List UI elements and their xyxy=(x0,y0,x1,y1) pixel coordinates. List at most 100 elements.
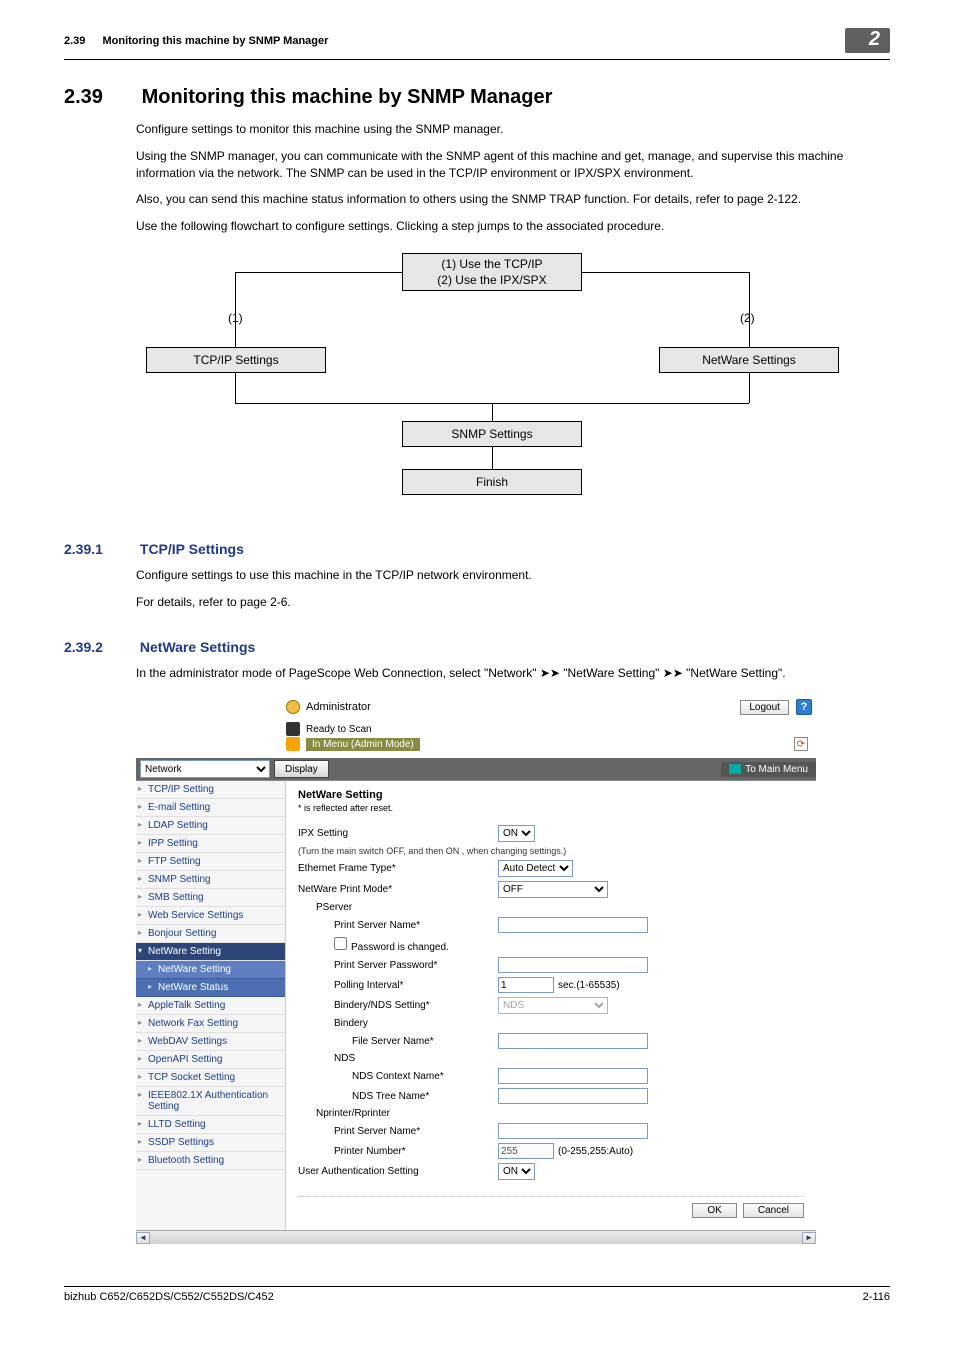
ok-button[interactable]: OK xyxy=(692,1203,736,1218)
poll-input[interactable] xyxy=(498,977,554,993)
psn2-input[interactable] xyxy=(498,1123,648,1139)
footer-model: bizhub C652/C652DS/C552/C552DS/C452 xyxy=(64,1291,274,1303)
uauth-select[interactable]: ON xyxy=(498,1163,535,1180)
flow-box-snmp-label: SNMP Settings xyxy=(451,426,532,442)
ipx-label: IPX Setting xyxy=(298,828,498,839)
subsection-2-number: 2.39.2 xyxy=(64,639,136,655)
subsection-1-heading: 2.39.1 TCP/IP Settings xyxy=(64,541,890,557)
sidebar-item-lltd[interactable]: LLTD Setting xyxy=(136,1116,285,1134)
scroll-right-arrow-icon[interactable]: ► xyxy=(802,1232,816,1244)
sidebar-item-snmp[interactable]: SNMP Setting xyxy=(136,871,285,889)
scroll-left-arrow-icon[interactable]: ◄ xyxy=(136,1232,150,1244)
section-body: Configure settings to monitor this machi… xyxy=(136,121,890,235)
sidebar-item-ssdp[interactable]: SSDP Settings xyxy=(136,1134,285,1152)
sidebar-item-ldap[interactable]: LDAP Setting xyxy=(136,817,285,835)
ndsctx-label: NDS Context Name* xyxy=(298,1071,498,1082)
subsection-1-body: Configure settings to use this machine i… xyxy=(136,567,890,611)
category-select[interactable]: Network xyxy=(140,760,270,778)
horizontal-scrollbar[interactable]: ◄ ► xyxy=(136,1230,816,1244)
sidebar-item-8021x[interactable]: IEEE802.1X Authentication Setting xyxy=(136,1087,285,1116)
flow-box-tcpip-label: TCP/IP Settings xyxy=(193,352,278,368)
ipx-select[interactable]: ON xyxy=(498,825,535,842)
ipx-hint: (Turn the main switch OFF, and then ON ,… xyxy=(298,846,804,856)
header-rule xyxy=(64,59,890,60)
header-section-number: 2.39 xyxy=(64,35,85,47)
flow-connector xyxy=(492,447,493,469)
sidebar-item-webservice[interactable]: Web Service Settings xyxy=(136,907,285,925)
status-ready-text: Ready to Scan xyxy=(306,724,372,735)
sidebar-item-bluetooth[interactable]: Bluetooth Setting xyxy=(136,1152,285,1170)
psn2-label: Print Server Name* xyxy=(298,1126,498,1137)
sidebar-item-email[interactable]: E-mail Setting xyxy=(136,799,285,817)
page-footer: bizhub C652/C652DS/C552/C552DS/C452 2-11… xyxy=(64,1286,890,1303)
sidebar-item-tcpip[interactable]: TCP/IP Setting xyxy=(136,781,285,799)
sidebar-item-smb[interactable]: SMB Setting xyxy=(136,889,285,907)
bindnds-select[interactable]: NDS xyxy=(498,997,608,1014)
flow-box-netware[interactable]: NetWare Settings xyxy=(659,347,839,373)
flow-box-netware-label: NetWare Settings xyxy=(702,352,796,368)
topbar-right: Logout ? xyxy=(740,699,812,715)
help-icon[interactable]: ? xyxy=(796,699,812,715)
pwd-changed-checkbox[interactable] xyxy=(334,937,347,950)
frame-select[interactable]: Auto Detect xyxy=(498,860,573,877)
cancel-button[interactable]: Cancel xyxy=(743,1203,804,1218)
topbar-left: Administrator xyxy=(286,700,371,714)
sidebar-sub-netware-setting[interactable]: NetWare Setting xyxy=(136,961,285,979)
bindnds-label: Bindery/NDS Setting* xyxy=(298,1000,498,1011)
psn-input[interactable] xyxy=(498,917,648,933)
sidebar-item-openapi[interactable]: OpenAPI Setting xyxy=(136,1051,285,1069)
action-button-row: OK Cancel xyxy=(298,1196,804,1218)
prnum-input[interactable] xyxy=(498,1143,554,1159)
psp-input[interactable] xyxy=(498,957,648,973)
flow-connector xyxy=(235,272,402,273)
ndsctx-input[interactable] xyxy=(498,1068,648,1084)
sidebar-item-appletalk[interactable]: AppleTalk Setting xyxy=(136,997,285,1015)
scroll-track[interactable] xyxy=(150,1232,802,1244)
flow-connector xyxy=(749,272,750,347)
page-running-header: 2.39 Monitoring this machine by SNMP Man… xyxy=(64,28,890,53)
flow-connector xyxy=(235,403,492,404)
section-title-text: Monitoring this machine by SNMP Manager xyxy=(142,86,553,108)
sidebar-item-netfax[interactable]: Network Fax Setting xyxy=(136,1015,285,1033)
ndstree-input[interactable] xyxy=(498,1088,648,1104)
main-menu-icon xyxy=(729,764,741,774)
flow-box-snmp[interactable]: SNMP Settings xyxy=(402,421,582,447)
bindery-header: Bindery xyxy=(298,1018,498,1029)
logout-button[interactable]: Logout xyxy=(740,700,789,715)
frame-label: Ethernet Frame Type* xyxy=(298,863,498,874)
flow-connector xyxy=(749,373,750,403)
sidebar-item-ftp[interactable]: FTP Setting xyxy=(136,853,285,871)
sub1-para1: Configure settings to use this machine i… xyxy=(136,567,890,584)
refresh-icon[interactable]: ⟳ xyxy=(794,737,808,751)
flow-decision-line1: (1) Use the TCP/IP xyxy=(437,256,546,272)
flow-connector xyxy=(492,403,749,404)
fsn-input[interactable] xyxy=(498,1033,648,1049)
sidebar-item-bonjour[interactable]: Bonjour Setting xyxy=(136,925,285,943)
nav-row: Network Display To Main Menu xyxy=(136,758,816,780)
poll-label: Polling Interval* xyxy=(298,980,498,991)
sidebar-item-netware[interactable]: NetWare Setting xyxy=(136,943,285,961)
sub1-para2: For details, refer to page 2-6. xyxy=(136,594,890,611)
to-main-menu-button[interactable]: To Main Menu xyxy=(721,762,816,777)
section-heading: 2.39 Monitoring this machine by SNMP Man… xyxy=(64,86,890,109)
subsection-2-title: NetWare Settings xyxy=(140,639,255,655)
admin-icon xyxy=(286,700,300,714)
section-para-1: Configure settings to monitor this machi… xyxy=(136,121,890,138)
subsection-2-body: In the administrator mode of PageScope W… xyxy=(136,665,890,682)
sidebar-sub-netware-status[interactable]: NetWare Status xyxy=(136,979,285,997)
sidebar-item-tcpsocket[interactable]: TCP Socket Setting xyxy=(136,1069,285,1087)
sidebar-item-ipp[interactable]: IPP Setting xyxy=(136,835,285,853)
subsection-1-title: TCP/IP Settings xyxy=(140,541,244,557)
in-menu-badge: In Menu (Admin Mode) xyxy=(306,738,420,751)
printer-icon xyxy=(286,722,300,736)
printmode-select[interactable]: OFF xyxy=(498,881,608,898)
uauth-label: User Authentication Setting xyxy=(298,1166,498,1177)
flow-branch-label-left: (1) xyxy=(228,311,243,325)
pserver-header: PServer xyxy=(298,902,498,913)
chapter-badge: 2 xyxy=(845,28,890,53)
topbar: Administrator Logout ? xyxy=(136,695,816,719)
sidebar-item-webdav[interactable]: WebDAV Settings xyxy=(136,1033,285,1051)
display-button[interactable]: Display xyxy=(274,760,329,778)
warning-icon xyxy=(286,737,300,751)
flow-box-tcpip[interactable]: TCP/IP Settings xyxy=(146,347,326,373)
